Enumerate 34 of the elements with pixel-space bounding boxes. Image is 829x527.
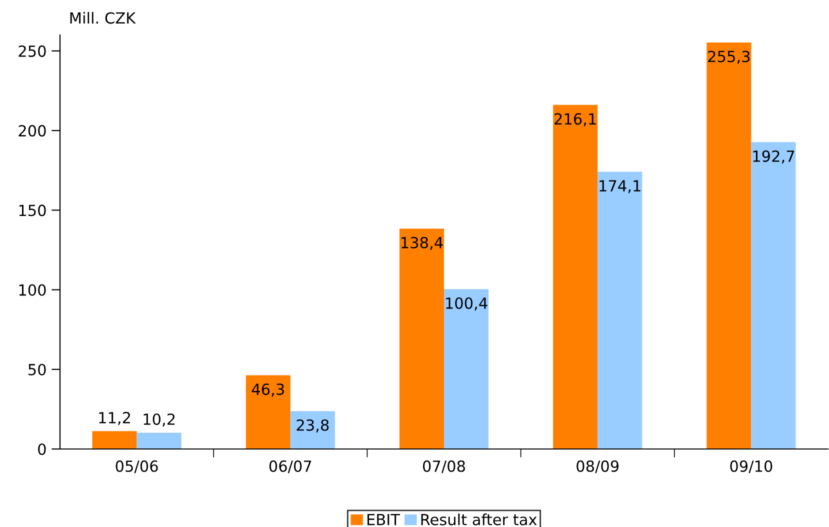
bar [751, 142, 796, 449]
bar [290, 411, 335, 449]
x-tick-label: 09/10 [730, 460, 772, 474]
bar [706, 42, 752, 449]
data-label: 192,7 [753, 150, 794, 164]
data-label: 255,3 [708, 50, 750, 64]
y-tick-label: 100 [19, 284, 46, 296]
y-tick-label: 250 [18, 45, 46, 57]
y-axis-title: Mill. CZK [70, 12, 136, 24]
x-tick-label: 07/08 [422, 460, 465, 474]
data-label: 138,4 [402, 236, 443, 250]
y-tick-label: 0 [38, 443, 46, 456]
data-label: 10,2 [144, 413, 175, 427]
bar [444, 289, 489, 449]
x-tick-label: 05/06 [116, 460, 158, 474]
bar [136, 432, 182, 449]
bar [399, 228, 444, 449]
bar [553, 104, 598, 449]
y-tick-label: 50 [28, 364, 46, 376]
data-label: 100,4 [446, 297, 488, 310]
bar [92, 431, 137, 449]
data-label: 46,3 [252, 384, 284, 397]
data-label: 216,1 [554, 113, 596, 126]
data-label: 23,8 [296, 419, 329, 432]
x-tick-label: 08/09 [576, 460, 619, 474]
data-label: 11,2 [99, 412, 130, 425]
y-tick-label: 150 [19, 204, 46, 216]
data-label: 174,1 [600, 180, 640, 194]
legend-label: Result after tax [421, 514, 537, 526]
legend-label: EBIT [367, 514, 400, 526]
y-tick-label: 200 [18, 125, 46, 137]
bar [246, 375, 290, 449]
x-tick-label: 06/07 [269, 460, 312, 474]
bar [598, 172, 642, 449]
